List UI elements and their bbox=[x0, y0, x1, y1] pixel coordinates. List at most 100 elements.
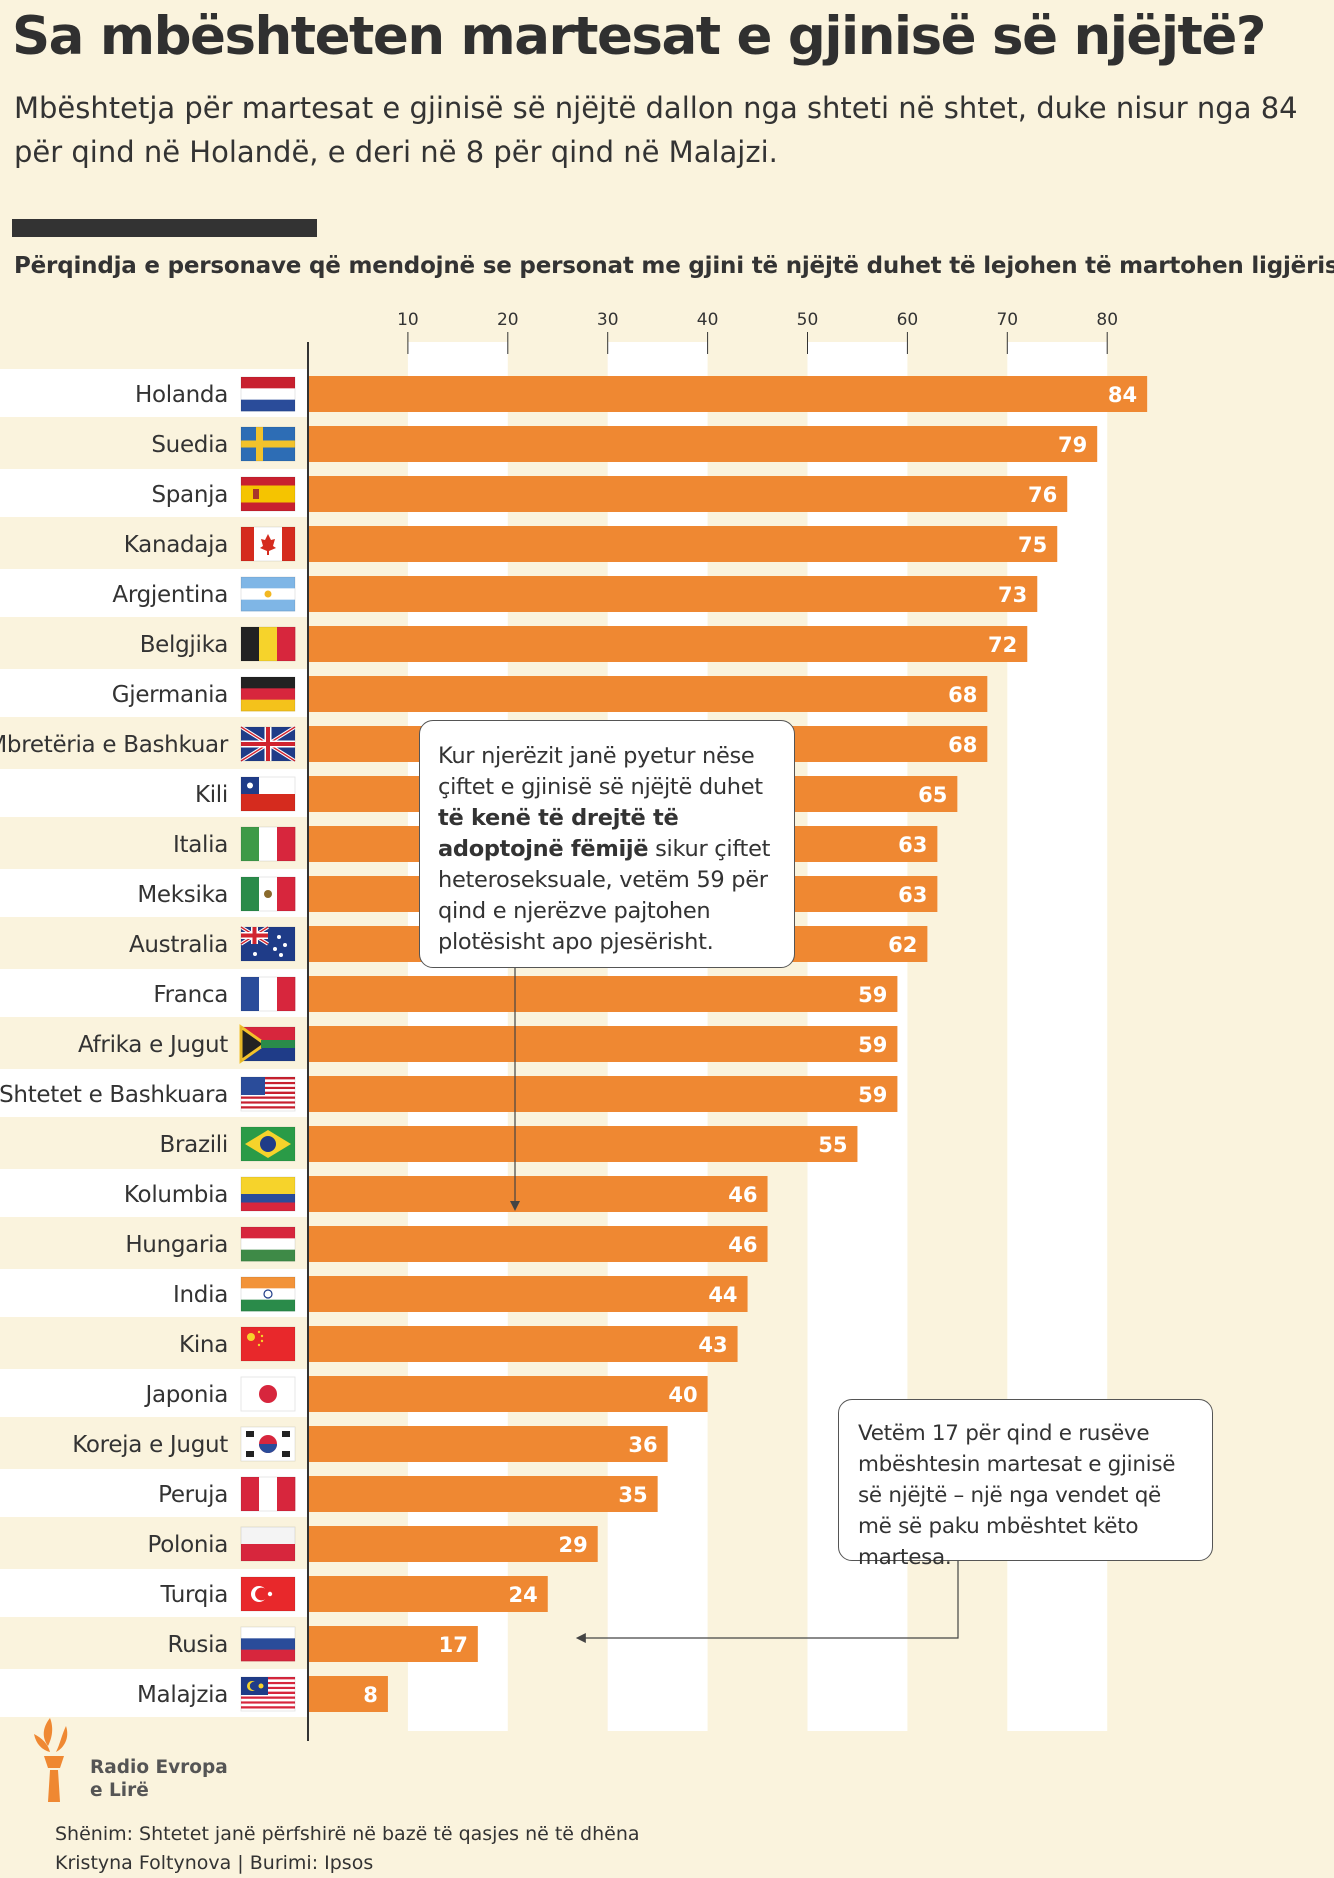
country-label: Gjermania bbox=[112, 682, 228, 708]
country-label: Australia bbox=[129, 932, 228, 958]
callout-text: Vetëm 17 për qind e rusëve mbështesin ma… bbox=[858, 1421, 1176, 1570]
value-label: 24 bbox=[509, 1583, 538, 1607]
bar bbox=[309, 376, 1148, 412]
x-tick-label: 40 bbox=[697, 310, 719, 330]
bar bbox=[309, 1326, 738, 1362]
mexico-flag-icon bbox=[240, 876, 296, 912]
france-flag-icon bbox=[240, 976, 296, 1012]
brazil-flag-icon bbox=[240, 1126, 296, 1162]
value-label: 75 bbox=[1018, 533, 1047, 557]
country-label: Brazili bbox=[160, 1132, 228, 1158]
country-label: Peruja bbox=[158, 1482, 228, 1508]
bar bbox=[309, 1376, 708, 1412]
country-label: Kanadaja bbox=[124, 532, 228, 558]
country-label: Holanda bbox=[135, 382, 228, 408]
country-label: Koreja e Jugut bbox=[72, 1432, 228, 1458]
india-flag-icon bbox=[240, 1276, 296, 1312]
value-label: 63 bbox=[898, 883, 927, 907]
value-label: 44 bbox=[708, 1283, 737, 1307]
rfe-logo-icon bbox=[34, 1718, 68, 1802]
logo-line-2: e Lirë bbox=[90, 1780, 149, 1801]
x-tick-label: 50 bbox=[797, 310, 819, 330]
bar bbox=[309, 576, 1038, 612]
bar bbox=[309, 1676, 388, 1712]
peru-flag-icon bbox=[240, 1476, 296, 1512]
bar bbox=[309, 626, 1028, 662]
country-label: Franca bbox=[153, 982, 228, 1008]
value-label: 79 bbox=[1058, 433, 1087, 457]
x-tick-label: 80 bbox=[1096, 310, 1118, 330]
country-label: India bbox=[173, 1282, 228, 1308]
value-label: 55 bbox=[818, 1133, 847, 1157]
country-label: Afrika e Jugut bbox=[78, 1032, 228, 1058]
axis-caption: Përqindja e personave që mendojnë se per… bbox=[14, 253, 1334, 279]
value-label: 35 bbox=[618, 1483, 647, 1507]
country-label: Rusia bbox=[168, 1632, 229, 1658]
callout-bold-text: të kenë të drejtë të adoptojnë fëmijë bbox=[438, 805, 679, 862]
value-label: 76 bbox=[1028, 483, 1057, 507]
country-label: Italia bbox=[173, 832, 228, 858]
country-label: Spanja bbox=[151, 482, 228, 508]
country-label: Turqia bbox=[160, 1582, 228, 1608]
bar bbox=[309, 1076, 898, 1112]
footnote-note: Shënim: Shtetet janë përfshirë në bazë t… bbox=[55, 1823, 640, 1845]
x-tick-label: 70 bbox=[996, 310, 1018, 330]
value-label: 84 bbox=[1108, 383, 1137, 407]
country-label: Hungaria bbox=[125, 1232, 228, 1258]
bar bbox=[309, 676, 988, 712]
callout-text: sikur çiftet heteroseksuale, vetëm 59 pë… bbox=[438, 836, 771, 955]
bar bbox=[309, 1176, 768, 1212]
bar bbox=[309, 976, 898, 1012]
callout-arrowhead bbox=[510, 1201, 520, 1211]
value-label: 36 bbox=[628, 1433, 657, 1457]
belgium-flag-icon bbox=[240, 626, 296, 662]
sweden-flag-icon bbox=[240, 426, 296, 462]
callout-russia-note: Vetëm 17 për qind e rusëve mbështesin ma… bbox=[838, 1399, 1213, 1570]
russia-flag-icon bbox=[240, 1626, 296, 1662]
value-label: 59 bbox=[858, 1083, 887, 1107]
south-korea-flag-icon bbox=[240, 1426, 296, 1462]
value-label: 29 bbox=[558, 1533, 587, 1557]
country-label: Malajzia bbox=[137, 1682, 228, 1708]
bar bbox=[309, 1576, 548, 1612]
value-label: 59 bbox=[858, 1033, 887, 1057]
callout-adoption-note: Kur njerëzit janë pyetur nëse çiftet e g… bbox=[419, 720, 795, 968]
spain-flag-icon bbox=[240, 476, 296, 512]
value-label: 73 bbox=[998, 583, 1027, 607]
callout-pointer bbox=[577, 1561, 959, 1639]
hungary-flag-icon bbox=[240, 1226, 296, 1262]
canada-flag-icon bbox=[240, 526, 296, 562]
value-label: 62 bbox=[888, 933, 917, 957]
united-kingdom-flag-icon bbox=[240, 725, 296, 763]
country-label: Meksika bbox=[137, 882, 228, 908]
x-tick-label: 30 bbox=[597, 310, 619, 330]
poland-flag-icon bbox=[240, 1526, 296, 1562]
country-label: Mbretëria e Bashkuar bbox=[0, 732, 229, 758]
value-label: 65 bbox=[918, 783, 947, 807]
argentina-flag-icon bbox=[240, 576, 296, 612]
chile-flag-icon bbox=[240, 776, 296, 812]
x-tick-label: 20 bbox=[497, 310, 519, 330]
logo-text: Radio Evropa e Lirë bbox=[90, 1756, 228, 1802]
country-label: Polonia bbox=[147, 1532, 228, 1558]
turkey-flag-icon bbox=[240, 1576, 296, 1612]
country-label: Shtetet e Bashkuara bbox=[0, 1082, 228, 1108]
value-label: 17 bbox=[439, 1633, 468, 1657]
header-rule bbox=[12, 219, 317, 237]
page-subtitle: Mbështetja për martesat e gjinisë së një… bbox=[14, 91, 1298, 169]
country-label: Suedia bbox=[151, 432, 228, 458]
value-label: 46 bbox=[728, 1183, 757, 1207]
country-label: Japonia bbox=[143, 1382, 228, 1408]
value-label: 43 bbox=[698, 1333, 727, 1357]
australia-flag-icon bbox=[240, 925, 296, 962]
south-africa-flag-icon bbox=[239, 1024, 296, 1064]
bar bbox=[309, 1026, 898, 1062]
footnote: Shënim: Shtetet janë përfshirë në bazë t… bbox=[55, 1820, 640, 1878]
colombia-flag-icon bbox=[240, 1176, 296, 1212]
bar bbox=[309, 1526, 598, 1562]
china-flag-icon bbox=[240, 1326, 296, 1362]
footnote-credit: Kristyna Foltynova | Burimi: Ipsos bbox=[55, 1852, 374, 1874]
value-label: 59 bbox=[858, 983, 887, 1007]
value-label: 63 bbox=[898, 833, 927, 857]
bar bbox=[309, 476, 1068, 512]
